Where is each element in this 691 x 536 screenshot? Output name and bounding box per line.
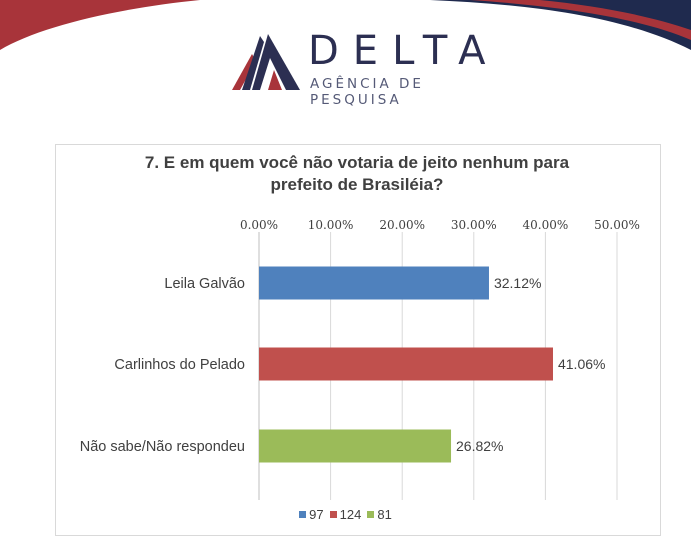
x-tick-label: 20.00% bbox=[379, 218, 425, 232]
x-tick-label: 30.00% bbox=[451, 218, 497, 232]
legend-swatch bbox=[299, 511, 307, 518]
bar bbox=[259, 347, 553, 381]
delta-logo: DELTA AGÊNCIA DE PESQUISA bbox=[230, 28, 510, 108]
bar bbox=[259, 266, 489, 300]
category-label: Leila Galvão bbox=[164, 276, 245, 292]
legend-item: 97 bbox=[299, 507, 324, 522]
banner-navy-swoosh bbox=[430, 0, 691, 50]
legend-item: 124 bbox=[329, 507, 362, 522]
brand-tagline: AGÊNCIA DE PESQUISA bbox=[310, 76, 424, 108]
chart-frame bbox=[55, 144, 661, 536]
chart-title-line-1: 7. E em quem você não votaria de jeito n… bbox=[144, 153, 570, 172]
bar-chart: 0.00% 10.00% 20.00% 30.00% 40.00% 50.00% 32.1… bbox=[80, 218, 640, 500]
x-tick-label: 50.00% bbox=[594, 218, 640, 232]
header-banner bbox=[0, 0, 691, 50]
x-tick-label: 0.00% bbox=[240, 218, 278, 232]
legend-label: 124 bbox=[339, 507, 362, 522]
delta-logo-mark bbox=[232, 34, 300, 90]
legend-label: 97 bbox=[309, 507, 324, 522]
banner-red-swoosh bbox=[0, 0, 200, 50]
category-label: Carlinhos do Pelado bbox=[114, 357, 245, 373]
banner-red-swoosh-right bbox=[470, 0, 691, 40]
data-label: 41.06% bbox=[558, 356, 605, 372]
legend-swatch bbox=[329, 511, 337, 518]
bar bbox=[259, 429, 452, 463]
legend-item: 81 bbox=[367, 507, 392, 522]
data-label: 32.12% bbox=[494, 275, 541, 291]
legend-swatch bbox=[367, 511, 375, 518]
x-tick-label: 40.00% bbox=[523, 218, 569, 232]
x-tick-label: 10.00% bbox=[308, 218, 354, 232]
chart-title-line-2: prefeito de Brasiléia? bbox=[270, 175, 444, 194]
chart-title: 7. E em quem você não votaria de jeito n… bbox=[55, 152, 659, 196]
data-label: 26.82% bbox=[456, 438, 503, 454]
category-label: Não sabe/Não respondeu bbox=[80, 439, 245, 455]
legend-label: 81 bbox=[377, 507, 392, 522]
chart-legend: 97 124 81 bbox=[0, 507, 691, 522]
brand-name: DELTA bbox=[308, 28, 500, 74]
